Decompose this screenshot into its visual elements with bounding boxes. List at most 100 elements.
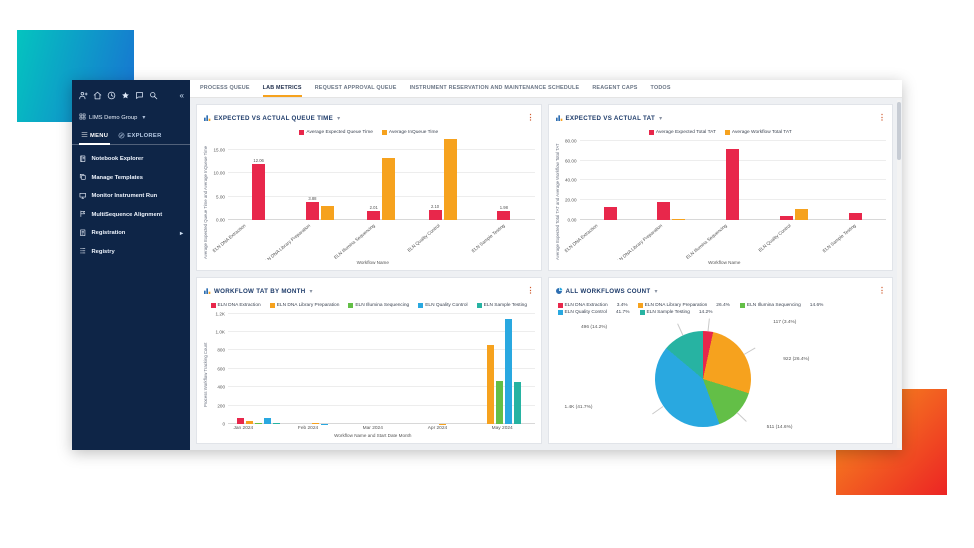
panel-header: WORKFLOW TAT BY MONTH ▾ ⋮ — [203, 282, 535, 300]
bar-group-eln-sample-testing — [825, 136, 886, 220]
explorer-icon — [118, 132, 125, 141]
bar-wrap — [382, 136, 396, 220]
user-add-icon[interactable] — [79, 87, 88, 105]
legend-label: ELN DNA Extraction — [564, 303, 608, 308]
sidebar-tab-menu[interactable]: MENU — [79, 129, 111, 145]
sidebar-item-label: Registration — [91, 230, 126, 237]
scrollbar-thumb[interactable] — [897, 102, 901, 160]
bar-value-label: 1.98 — [499, 204, 508, 210]
tab-request-approval-queue[interactable]: REQUEST APPROVAL QUEUE — [314, 85, 397, 91]
y-tick-label: 200 — [217, 403, 225, 409]
kebab-menu-icon[interactable]: ⋮ — [878, 286, 886, 295]
legend-label: ELN Quality Control — [564, 310, 607, 315]
chart-body: 0 200 400 600 800 1.0K 1.2K — [211, 309, 535, 427]
y-axis-title: Average Expected Total TAT and Average W… — [554, 143, 560, 261]
tab-reagent-caps[interactable]: REAGENT CAPS — [592, 85, 638, 91]
bar-wrap — [513, 309, 521, 424]
bar — [320, 205, 334, 220]
sidebar-item-multisequence-alignment[interactable]: MultiSequence Alignment — [72, 206, 190, 225]
tab-lab-metrics[interactable]: LAB METRICS — [262, 81, 302, 97]
group-selector[interactable]: LIMS Demo Group ▾ — [72, 108, 190, 125]
star-icon[interactable] — [121, 87, 130, 105]
legend-swatch — [724, 130, 730, 135]
chart-main: 0 200 400 600 800 1.0K 1.2K Jan 2024 Feb 2024 Mar… — [211, 309, 535, 441]
sidebar: « LIMS Demo Group ▾ MENU EXPLORER Noteboo… — [72, 80, 190, 450]
collapse-sidebar-icon[interactable]: « — [179, 91, 184, 100]
alignment-icon — [79, 210, 87, 220]
gridline — [228, 349, 535, 351]
bar — [273, 422, 281, 424]
chevron-down-icon[interactable]: ▾ — [654, 288, 658, 295]
gridline — [228, 219, 535, 220]
tab-instrument-reservation-and-maintenance-schedule[interactable]: INSTRUMENT RESERVATION AND MAINTENANCE S… — [409, 85, 580, 91]
bar-wrap — [255, 309, 263, 424]
home-icon[interactable] — [93, 87, 102, 105]
bar — [497, 210, 511, 220]
legend-label: ELN Illumina Sequencing — [355, 303, 410, 308]
bar-wrap: 2.01 — [367, 136, 381, 220]
x-tick-label: ELN Sample Testing — [821, 223, 857, 254]
legend-item-eln-sample-testing: ELN Sample Testing 14.2% — [639, 310, 713, 315]
legend-swatch — [476, 303, 482, 308]
gridline — [228, 149, 535, 150]
sidebar-tab-explorer[interactable]: EXPLORER — [116, 129, 163, 144]
kebab-menu-icon[interactable]: ⋮ — [526, 113, 535, 122]
x-axis-labels: ELN DNA Extraction ELN DNA Library Prepar… — [211, 220, 535, 260]
panel-header: ALL WORKFLOWS COUNT ▾ ⋮ — [555, 282, 886, 300]
plot-area: 12.06 3.88 2.01 2.10 1.98 — [228, 136, 535, 220]
legend-label: ELN Sample Testing — [483, 303, 527, 308]
bar-group-may-2024 — [473, 309, 534, 424]
bar-wrap — [264, 309, 272, 424]
history-icon — [107, 91, 116, 100]
sidebar-item-manage-templates[interactable]: Manage Templates — [72, 169, 190, 188]
chevron-down-icon[interactable]: ▾ — [309, 288, 313, 295]
search-icon — [149, 91, 158, 100]
bar-group-apr-2024 — [412, 309, 473, 424]
sidebar-nav: Notebook Explorer Manage Templates Monitor… — [72, 145, 190, 266]
panel-title: ALL WORKFLOWS COUNT — [565, 287, 651, 295]
chevron-down-icon[interactable]: ▾ — [659, 115, 663, 122]
legend-percent: 14.2% — [698, 310, 713, 315]
bar-wrap: 3.88 — [305, 136, 319, 220]
y-tick-label: 0.00 — [216, 217, 225, 223]
bar — [495, 380, 503, 424]
chevron-down-icon[interactable]: ▾ — [337, 115, 341, 122]
bar-group-eln-dna-library-preparation — [641, 136, 702, 220]
tab-process-queue[interactable]: PROCESS QUEUE — [200, 85, 250, 91]
bar-value-label: 3.88 — [308, 195, 317, 201]
chart-legend: Average Expected Queue Time Average InQue… — [203, 127, 535, 136]
bar — [603, 207, 617, 220]
search-icon[interactable] — [149, 87, 158, 105]
history-icon[interactable] — [107, 87, 116, 105]
legend-swatch — [739, 303, 745, 308]
bar-value-label: 2.01 — [369, 204, 378, 210]
legend-label: ELN DNA Library Preparation — [276, 303, 340, 308]
bar-group-eln-quality-control — [763, 136, 824, 220]
sidebar-item-monitor-instrument-run[interactable]: Monitor Instrument Run — [72, 187, 190, 206]
legend-swatch — [269, 303, 275, 308]
sidebar-item-label: Manage Templates — [91, 174, 143, 181]
chart-legend: ELN DNA Extraction 3.4% ELN DNA Library Pr… — [555, 300, 887, 316]
kebab-menu-icon[interactable]: ⋮ — [878, 113, 886, 122]
sidebar-item-notebook-explorer[interactable]: Notebook Explorer — [72, 150, 190, 169]
bar-chart: Process Workflow Tracking Count 0 200 400 60… — [203, 309, 535, 441]
legend-swatch — [381, 130, 387, 135]
chart-legend: ELN DNA Extraction ELN DNA Library Prepar… — [203, 300, 535, 309]
legend-label: ELN Illumina Sequencing — [746, 303, 801, 308]
sidebar-item-label: Registry — [91, 248, 115, 255]
tab-todos[interactable]: TODOS — [650, 85, 671, 91]
sidebar-tab-label: MENU — [90, 132, 109, 139]
panel-title: WORKFLOW TAT BY MONTH — [214, 287, 306, 295]
sidebar-item-registry[interactable]: Registry — [72, 243, 190, 262]
bar — [264, 418, 272, 424]
y-tick-label: 600 — [217, 366, 225, 372]
bar-group-mar-2024 — [351, 309, 412, 424]
kebab-menu-icon[interactable]: ⋮ — [526, 286, 535, 295]
y-axis-title: Process Workflow Tracking Count — [203, 342, 208, 408]
chat-icon[interactable] — [135, 87, 144, 105]
panel-all-workflows-count: ALL WORKFLOWS COUNT ▾ ⋮ ELN DNA Extracti… — [547, 277, 893, 444]
legend-item-eln-sample-testing: ELN Sample Testing — [476, 303, 527, 308]
chart-main: 0.00 5.00 10.00 15.00 12.06 3.88 2.01 2.10 1.98 E… — [211, 136, 535, 268]
legend-percent: 14.6% — [809, 303, 824, 308]
sidebar-item-registration[interactable]: Registration ▸ — [72, 224, 190, 243]
